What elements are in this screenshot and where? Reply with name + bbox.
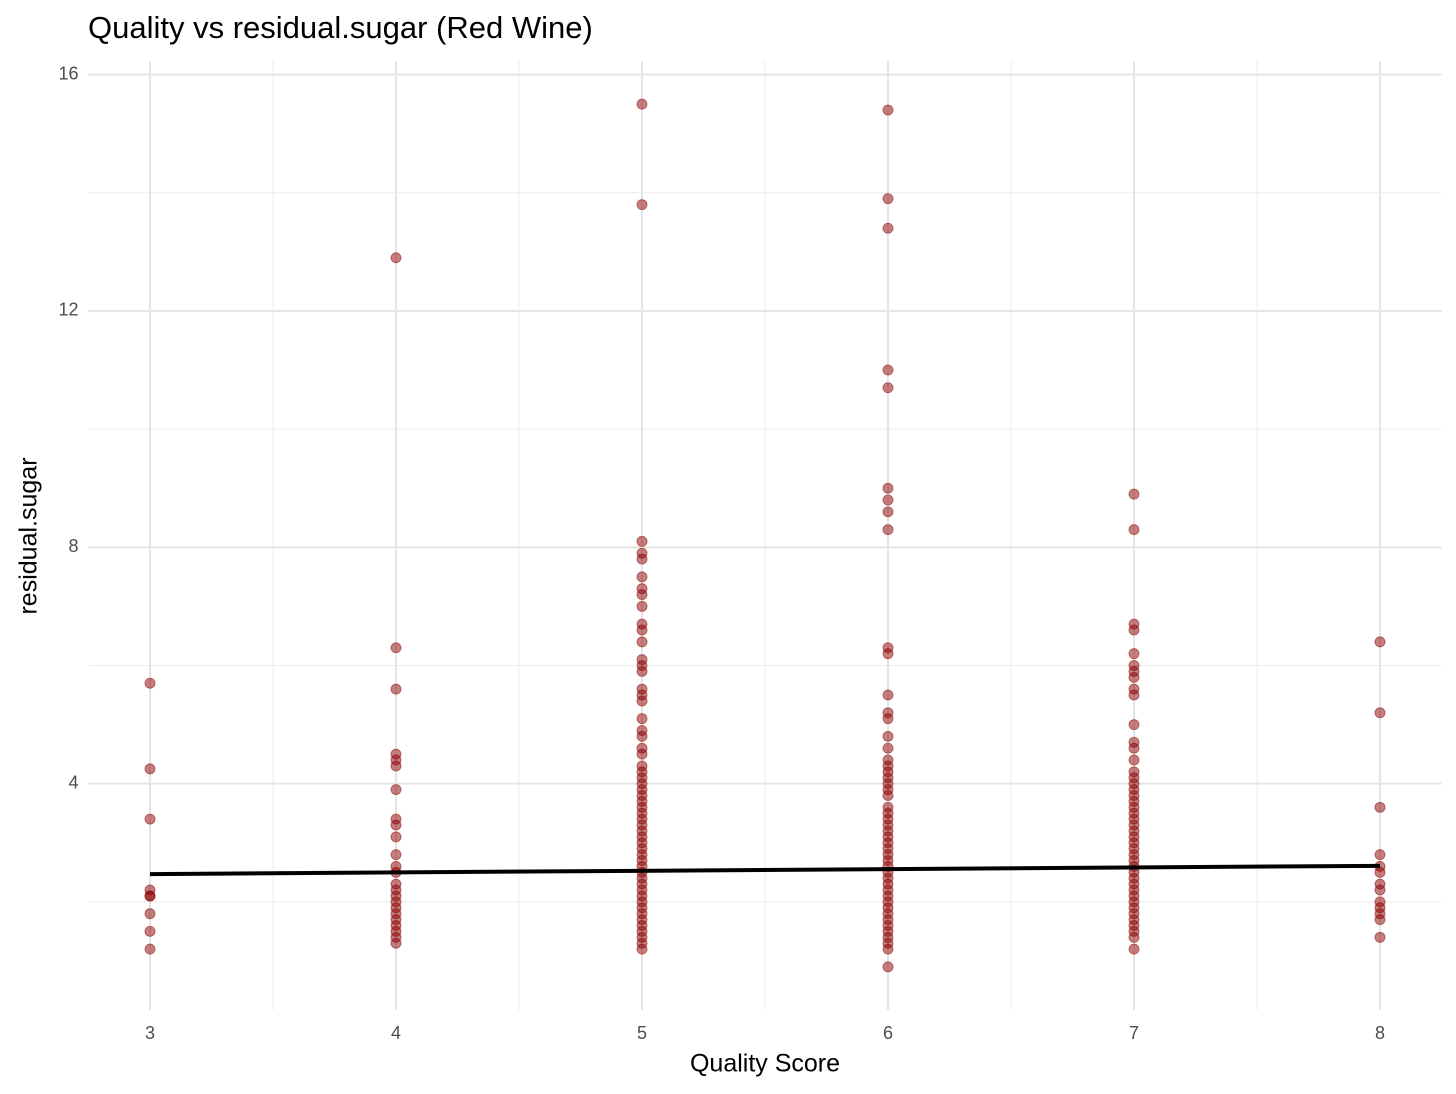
point: [1374, 636, 1386, 648]
point: [1128, 689, 1140, 701]
x-tick-label: 5: [637, 1023, 647, 1043]
point: [1374, 707, 1386, 719]
point: [882, 506, 894, 518]
point: [1374, 931, 1386, 943]
point: [390, 849, 402, 861]
point: [1374, 849, 1386, 861]
point: [882, 689, 894, 701]
point: [882, 790, 894, 801]
point: [1128, 624, 1140, 636]
point: [144, 925, 156, 937]
point: [390, 760, 402, 772]
point: [390, 252, 402, 264]
point: [636, 695, 648, 707]
point: [636, 730, 648, 742]
point: [1128, 524, 1140, 536]
point: [636, 943, 648, 955]
point: [144, 677, 156, 689]
point: [882, 364, 894, 376]
point: [882, 482, 894, 494]
point: [636, 98, 648, 110]
point: [1128, 931, 1140, 943]
point: [882, 524, 894, 536]
point: [390, 831, 402, 843]
point: [636, 665, 648, 677]
point: [882, 730, 894, 742]
point: [144, 943, 156, 955]
point: [1128, 742, 1140, 754]
point: [390, 642, 402, 654]
point: [882, 382, 894, 394]
point: [882, 222, 894, 234]
y-axis-title: residual.sugar: [15, 457, 43, 614]
point: [882, 742, 894, 754]
y-tick-label: 16: [58, 63, 78, 83]
point: [1128, 754, 1140, 766]
point: [882, 648, 894, 660]
y-tick-label: 8: [68, 536, 78, 556]
point: [1374, 866, 1386, 878]
point: [1128, 719, 1140, 731]
point: [390, 819, 402, 831]
point: [636, 589, 648, 601]
point: [882, 104, 894, 116]
x-tick-label: 6: [883, 1023, 893, 1043]
trend-line: [149, 863, 1381, 877]
chart-title: Quality vs residual.sugar (Red Wine): [88, 10, 593, 45]
x-tick-label: 4: [391, 1023, 401, 1043]
point: [636, 748, 648, 760]
point: [1374, 914, 1386, 926]
point: [636, 535, 648, 547]
point: [390, 683, 402, 695]
x-axis-title: Quality Score: [690, 1050, 840, 1078]
point: [636, 571, 648, 583]
point: [1374, 801, 1386, 813]
point: [1128, 488, 1140, 500]
y-tick-label: 12: [58, 300, 78, 320]
point: [1128, 671, 1140, 683]
point: [882, 494, 894, 506]
x-tick-label: 3: [145, 1023, 155, 1043]
point: [1128, 648, 1140, 660]
point: [144, 908, 156, 920]
point: [636, 713, 648, 725]
x-tick-label: 8: [1375, 1023, 1385, 1043]
point: [882, 943, 894, 955]
point: [144, 813, 156, 825]
point: [390, 784, 402, 796]
x-tick-label: 7: [1129, 1023, 1139, 1043]
point: [1128, 943, 1140, 955]
point: [882, 713, 894, 725]
point: [636, 636, 648, 648]
point: [636, 553, 648, 565]
point: [882, 961, 894, 973]
point: [390, 937, 402, 949]
y-tick-label: 4: [68, 772, 78, 792]
point: [882, 193, 894, 205]
point: [636, 600, 648, 612]
point: [636, 199, 648, 211]
point: [144, 890, 156, 902]
point: [1374, 884, 1386, 896]
point: [636, 624, 648, 636]
point: [144, 763, 156, 775]
